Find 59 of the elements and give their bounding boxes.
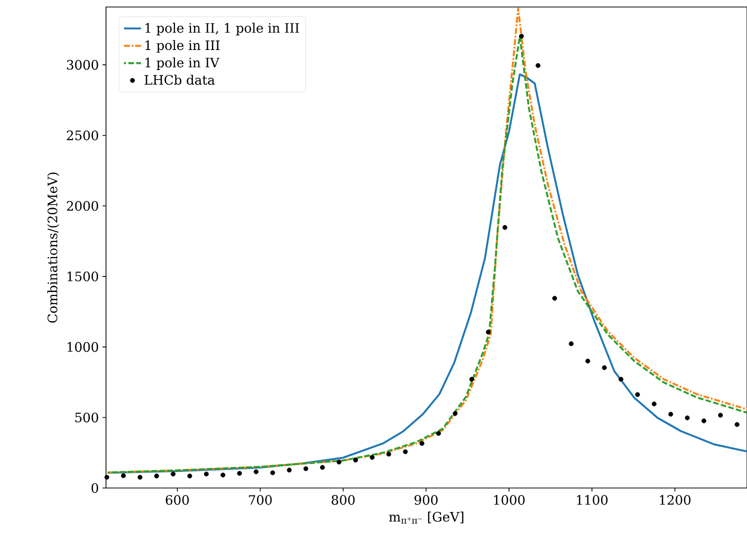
point — [502, 225, 508, 230]
point — [552, 296, 558, 301]
y-tick-label: 1500 — [68, 272, 98, 282]
point — [519, 34, 524, 39]
y-tick-label: 1000 — [68, 342, 98, 352]
point — [121, 473, 126, 478]
point — [303, 466, 308, 472]
point — [237, 470, 242, 476]
legend-label: 1 pole in III — [146, 40, 220, 53]
legend-label: 1 pole in II, 1 pole in III — [146, 22, 299, 36]
point — [618, 376, 624, 382]
point — [254, 469, 258, 474]
point — [104, 474, 110, 480]
legend-label: LHCb data — [144, 74, 215, 85]
point — [585, 358, 590, 364]
point — [734, 422, 740, 427]
legend-label: 1 pole in IV — [146, 57, 220, 70]
x-tick-label: 800 — [332, 495, 355, 505]
point — [204, 472, 209, 476]
x-tick-label: 1200 — [660, 495, 690, 505]
point — [138, 474, 142, 480]
point — [602, 365, 607, 370]
point — [286, 468, 292, 472]
point — [320, 465, 325, 470]
y-tick-label: 2000 — [66, 200, 98, 211]
y-axis-title: Combinations/(20MeV) — [47, 172, 60, 323]
y-tick-label: 0 — [92, 483, 98, 493]
point — [469, 376, 474, 382]
point — [187, 474, 192, 478]
point — [386, 452, 392, 457]
x-tick-label: 600 — [166, 495, 189, 505]
point — [270, 470, 276, 476]
point — [336, 460, 342, 464]
point — [652, 402, 657, 406]
point — [420, 441, 424, 446]
point — [370, 454, 375, 460]
x-tick-label: 1000 — [494, 495, 525, 505]
point — [154, 474, 159, 478]
point — [684, 415, 690, 420]
point — [718, 412, 723, 418]
point — [220, 472, 226, 478]
point — [536, 63, 540, 68]
x-tick-label: 700 — [248, 495, 272, 505]
y-tick-label: 2500 — [66, 130, 98, 140]
point — [170, 472, 176, 476]
point — [486, 330, 491, 335]
point — [668, 412, 674, 417]
point — [568, 341, 574, 346]
x-axis-title: m$_{π⁺π⁻}$ [GeV] — [389, 512, 464, 524]
x-tick-label: 900 — [414, 495, 438, 505]
y-tick-label: 3000 — [67, 60, 98, 70]
point — [635, 392, 640, 398]
y-tick-label: 500 — [75, 412, 98, 422]
point — [452, 411, 458, 416]
point — [402, 449, 408, 454]
point — [353, 458, 358, 462]
point — [436, 431, 441, 436]
x-tick-label: 1100 — [577, 495, 608, 505]
point — [701, 418, 706, 424]
